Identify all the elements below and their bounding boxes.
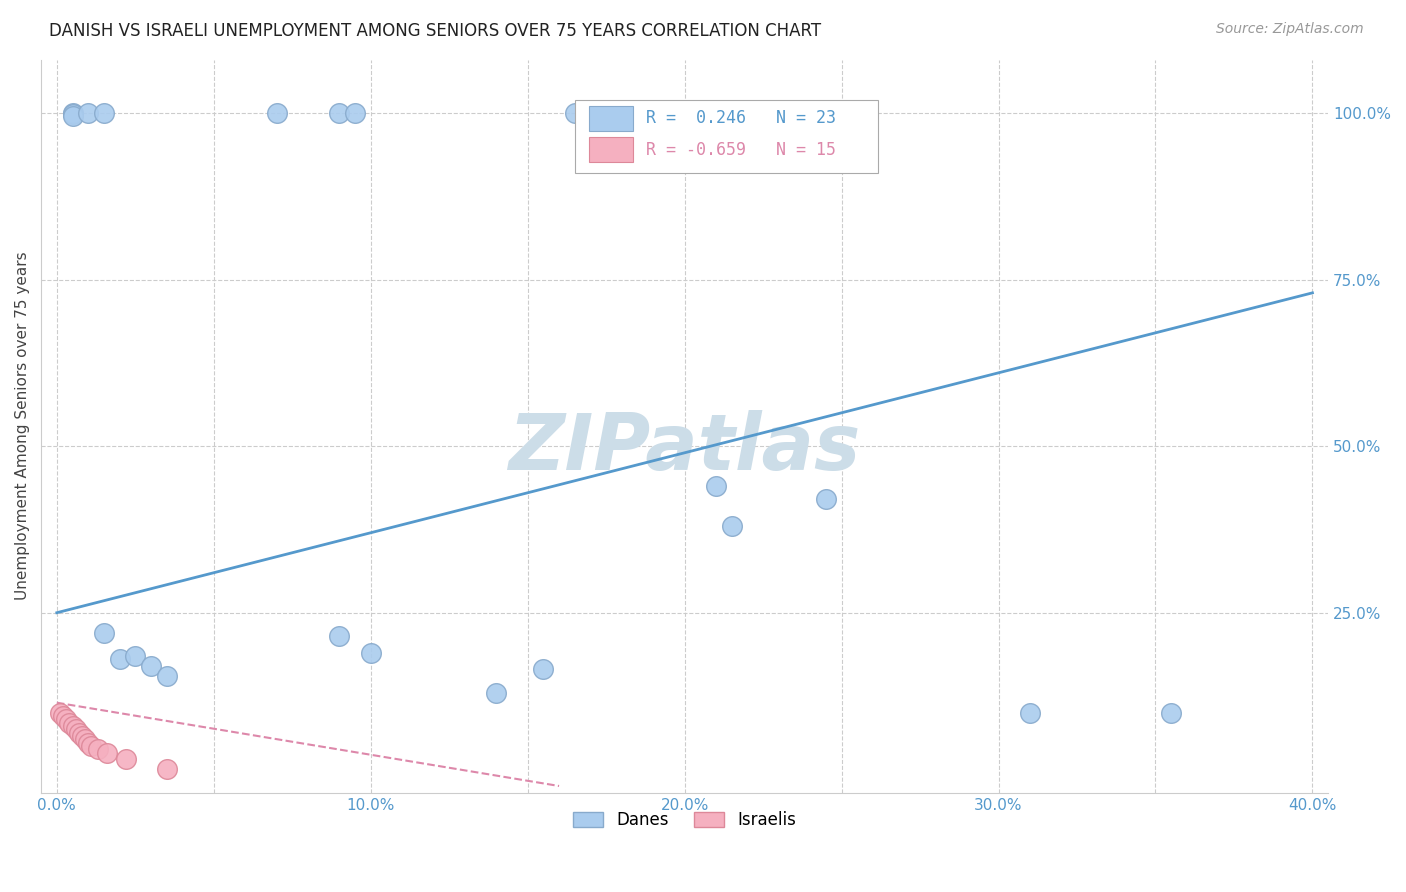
Point xyxy=(328,106,350,120)
Point xyxy=(65,723,87,737)
Point xyxy=(93,625,115,640)
Point xyxy=(115,752,138,766)
Point xyxy=(1019,706,1042,720)
Point xyxy=(62,719,84,733)
Text: R = -0.659   N = 15: R = -0.659 N = 15 xyxy=(645,141,837,159)
Point xyxy=(58,715,80,730)
Point xyxy=(1160,706,1182,720)
Point xyxy=(139,659,162,673)
FancyBboxPatch shape xyxy=(575,100,877,173)
Point xyxy=(658,106,681,120)
Point xyxy=(49,706,72,720)
Point xyxy=(62,109,84,123)
Point xyxy=(595,106,617,120)
Text: Source: ZipAtlas.com: Source: ZipAtlas.com xyxy=(1216,22,1364,37)
Point xyxy=(564,106,586,120)
Point xyxy=(86,742,108,756)
Point xyxy=(62,106,84,120)
FancyBboxPatch shape xyxy=(589,106,633,131)
Point xyxy=(720,519,742,533)
Point xyxy=(124,648,146,663)
Point xyxy=(77,736,100,750)
Point xyxy=(70,729,93,743)
Point xyxy=(52,709,75,723)
Point xyxy=(73,732,96,747)
Point xyxy=(93,106,115,120)
Point xyxy=(610,106,633,120)
Text: DANISH VS ISRAELI UNEMPLOYMENT AMONG SENIORS OVER 75 YEARS CORRELATION CHART: DANISH VS ISRAELI UNEMPLOYMENT AMONG SEN… xyxy=(49,22,821,40)
Point xyxy=(55,712,77,726)
Y-axis label: Unemployment Among Seniors over 75 years: Unemployment Among Seniors over 75 years xyxy=(15,252,30,600)
Point xyxy=(266,106,288,120)
Point xyxy=(96,746,118,760)
Point xyxy=(67,725,90,739)
Point xyxy=(156,669,179,683)
Legend: Danes, Israelis: Danes, Israelis xyxy=(567,805,803,836)
Point xyxy=(77,106,100,120)
FancyBboxPatch shape xyxy=(589,137,633,162)
Text: ZIPatlas: ZIPatlas xyxy=(509,410,860,486)
Point xyxy=(360,646,382,660)
Point xyxy=(814,492,837,507)
Point xyxy=(80,739,103,753)
Point xyxy=(485,686,508,700)
Point xyxy=(156,762,179,776)
Text: R =  0.246   N = 23: R = 0.246 N = 23 xyxy=(645,109,837,128)
Point xyxy=(344,106,367,120)
Point xyxy=(62,107,84,121)
Point xyxy=(328,629,350,643)
Point xyxy=(108,652,131,666)
Point xyxy=(704,479,727,493)
Point xyxy=(531,662,554,676)
